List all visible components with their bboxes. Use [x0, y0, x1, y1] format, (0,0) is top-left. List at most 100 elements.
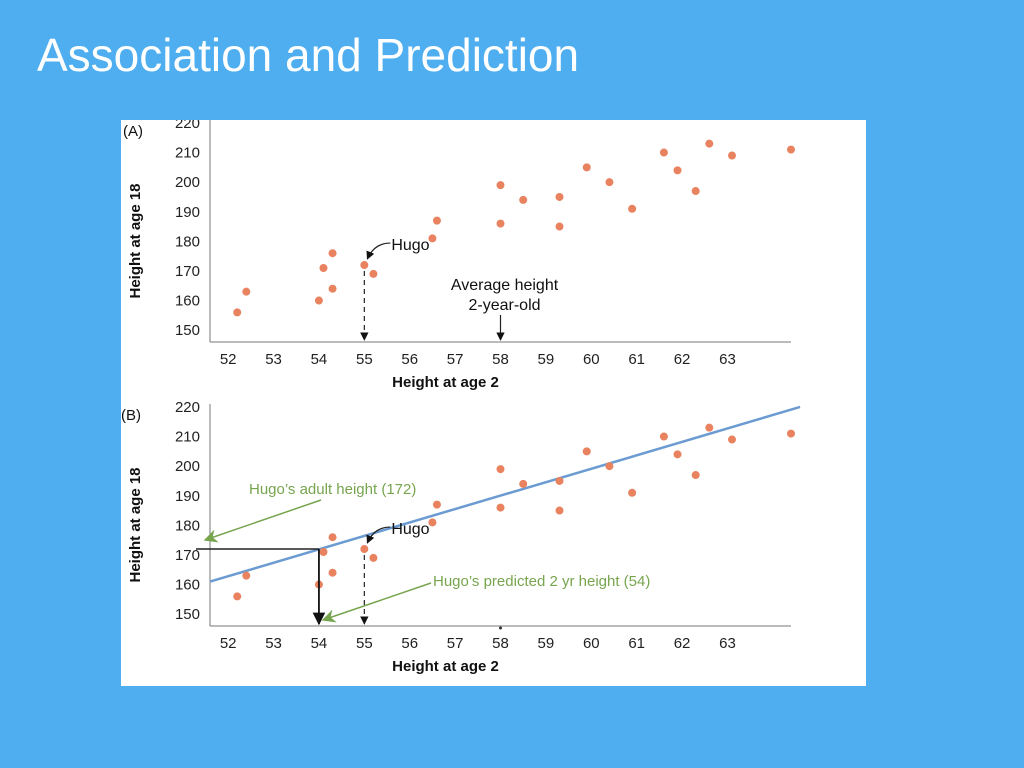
figure-panel: (A) 150 160 170 180 190 200 210 220 52 53 54 55 56 57 5…	[121, 120, 866, 686]
data-point	[555, 192, 564, 201]
y-tick-label: 210	[175, 145, 200, 162]
data-point	[628, 204, 637, 213]
x-tick-label: 62	[674, 635, 691, 652]
adult-height-pointer	[203, 499, 322, 543]
x-tick-label: 61	[628, 351, 645, 368]
data-point	[673, 450, 682, 459]
regression-line	[209, 405, 801, 583]
data-point	[360, 261, 369, 270]
data-point	[369, 553, 378, 562]
x-axis-label: Height at age 2	[392, 374, 499, 391]
x-tick-label: 59	[538, 635, 555, 652]
x-tick-label: 53	[265, 351, 282, 368]
data-point	[242, 571, 251, 580]
y-axis-label: Height at age 18	[127, 467, 144, 582]
x-tick-label: 57	[447, 635, 464, 652]
data-point	[496, 219, 505, 228]
data-point	[360, 545, 369, 554]
y-tick-label: 200	[175, 174, 200, 191]
x-tick-label: 62	[674, 351, 691, 368]
y-tick-label: 150	[175, 606, 200, 623]
y-tick-label: 160	[175, 577, 200, 594]
data-point	[519, 479, 528, 488]
y-tick-label: 210	[175, 429, 200, 446]
data-point	[605, 462, 614, 471]
y-tick-label: 170	[175, 547, 200, 564]
data-point	[659, 148, 668, 157]
panel-label: (B)	[121, 407, 141, 424]
predicted-height-pointer	[321, 582, 432, 623]
adult-height-label: Hugo’s adult height (172)	[249, 481, 416, 498]
hugo-label: Hugo	[391, 521, 429, 538]
x-tick-label: 58	[492, 351, 509, 368]
data-point	[691, 187, 700, 196]
hugo-arrow	[366, 526, 391, 544]
x-tick-label: 54	[311, 351, 328, 368]
predicted-height-label: Hugo’s predicted 2 yr height (54)	[433, 573, 650, 590]
x-tick-label: 56	[401, 635, 418, 652]
data-point	[582, 447, 591, 456]
data-point	[496, 465, 505, 474]
data-point	[496, 181, 505, 190]
y-tick-label: 220	[175, 120, 200, 132]
x-tick-label: 54	[311, 635, 328, 652]
data-point	[432, 500, 441, 509]
data-point	[705, 423, 714, 432]
slide-title: Association and Prediction	[37, 29, 580, 81]
data-point	[628, 488, 637, 497]
y-tick-label: 160	[175, 293, 200, 310]
data-point	[787, 145, 795, 154]
y-tick-label: 180	[175, 517, 200, 534]
y-tick-label: 170	[175, 263, 200, 280]
data-point	[555, 476, 564, 485]
data-point	[428, 234, 437, 243]
data-point	[328, 533, 337, 542]
data-point	[605, 178, 614, 187]
panel-a: (A) 150 160 170 180 190 200 210 220 52 53 54 55 56 57 5…	[123, 120, 795, 391]
x-tick-label: 57	[447, 351, 464, 368]
x-tick-label: 60	[583, 635, 600, 652]
data-point	[673, 166, 682, 175]
data-point	[432, 216, 441, 225]
panel-b: (B) 150 160 170 180 190 200 210 220 52 53 54 55 56 57 5…	[121, 399, 801, 675]
data-point	[319, 264, 328, 272]
data-point	[328, 568, 337, 577]
x-tick-label: 56	[401, 351, 418, 368]
data-point	[555, 506, 564, 515]
x-tick-label: 53	[265, 635, 282, 652]
y-tick-label: 190	[175, 204, 200, 221]
hugo-arrow	[366, 242, 391, 260]
panel-label: (A)	[123, 123, 143, 140]
y-tick-label: 190	[175, 488, 200, 505]
average-label-line1: Average height	[451, 277, 559, 294]
hugo-label: Hugo	[391, 237, 429, 254]
x-tick-label: 63	[719, 351, 736, 368]
x-tick-label: 52	[220, 351, 237, 368]
data-point	[328, 284, 337, 293]
x-tick-label: 55	[356, 351, 373, 368]
data-point	[233, 592, 242, 601]
data-point	[242, 287, 251, 296]
x-tick-label: 63	[719, 635, 736, 652]
x-tick-label: 60	[583, 351, 600, 368]
data-point	[328, 249, 337, 258]
axis-dot	[499, 626, 502, 630]
x-axis-label: Height at age 2	[392, 658, 499, 675]
data-point	[705, 139, 714, 148]
data-point	[319, 548, 328, 556]
data-point	[727, 435, 736, 444]
data-point	[582, 163, 591, 172]
scatter-charts: (A) 150 160 170 180 190 200 210 220 52 53 54 55 56 57 5…	[121, 120, 801, 675]
x-tick-label: 61	[628, 635, 645, 652]
y-tick-label: 200	[175, 458, 200, 475]
y-axis-label: Height at age 18	[127, 183, 144, 298]
data-point	[519, 195, 528, 204]
data-point	[787, 429, 795, 438]
data-point	[555, 222, 564, 231]
x-tick-label: 55	[356, 635, 373, 652]
data-point	[691, 471, 700, 480]
data-point	[233, 308, 242, 317]
y-tick-label: 220	[175, 399, 200, 416]
data-point	[314, 296, 323, 305]
x-tick-label: 58	[492, 635, 509, 652]
